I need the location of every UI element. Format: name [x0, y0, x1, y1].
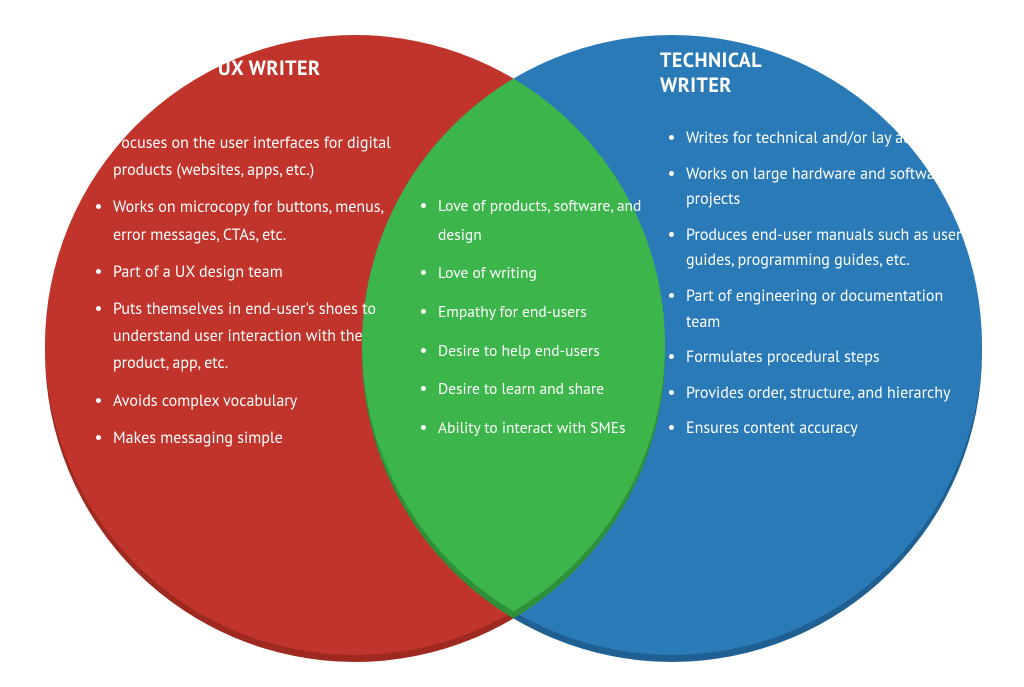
- right-title: TECHNICAL WRITER: [660, 48, 830, 98]
- list-item: Love of products, software, and design: [438, 192, 648, 249]
- list-item: Love of writing: [438, 259, 648, 288]
- list-item: Formulates procedural steps: [686, 345, 976, 371]
- list-item: Desire to help end-users: [438, 337, 648, 366]
- center-items: Love of products, software, and design Lo…: [420, 192, 648, 453]
- list-item: Focuses on the user interfaces for digit…: [113, 130, 408, 184]
- list-item: Desire to learn and share: [438, 375, 648, 404]
- list-item: Works on microcopy for buttons, menus, e…: [113, 194, 408, 248]
- list-item: Provides order, structure, and hierarchy: [686, 381, 976, 407]
- list-item: Works on large hardware and software pro…: [686, 162, 976, 213]
- list-item: Makes messaging simple: [113, 425, 408, 452]
- list-item: Ensures content accuracy: [686, 416, 976, 442]
- list-item: Part of a UX design team: [113, 259, 408, 286]
- left-title: UX WRITER: [218, 56, 320, 81]
- list-item: Ability to interact with SMEs: [438, 414, 648, 443]
- right-items: Writes for technical and/or lay audience…: [668, 126, 976, 452]
- list-item: Produces end-user manuals such as user g…: [686, 223, 976, 274]
- list-item: Avoids complex vocabulary: [113, 388, 408, 415]
- left-items: Focuses on the user interfaces for digit…: [95, 130, 408, 462]
- list-item: Empathy for end-users: [438, 298, 648, 327]
- venn-diagram: { "diagram": { "type": "venn", "backgrou…: [0, 0, 1024, 687]
- list-item: Part of engineering or documentation tea…: [686, 284, 976, 335]
- list-item: Writes for technical and/or lay audience: [686, 126, 976, 152]
- list-item: Puts themselves in end-user's shoes to u…: [113, 296, 408, 378]
